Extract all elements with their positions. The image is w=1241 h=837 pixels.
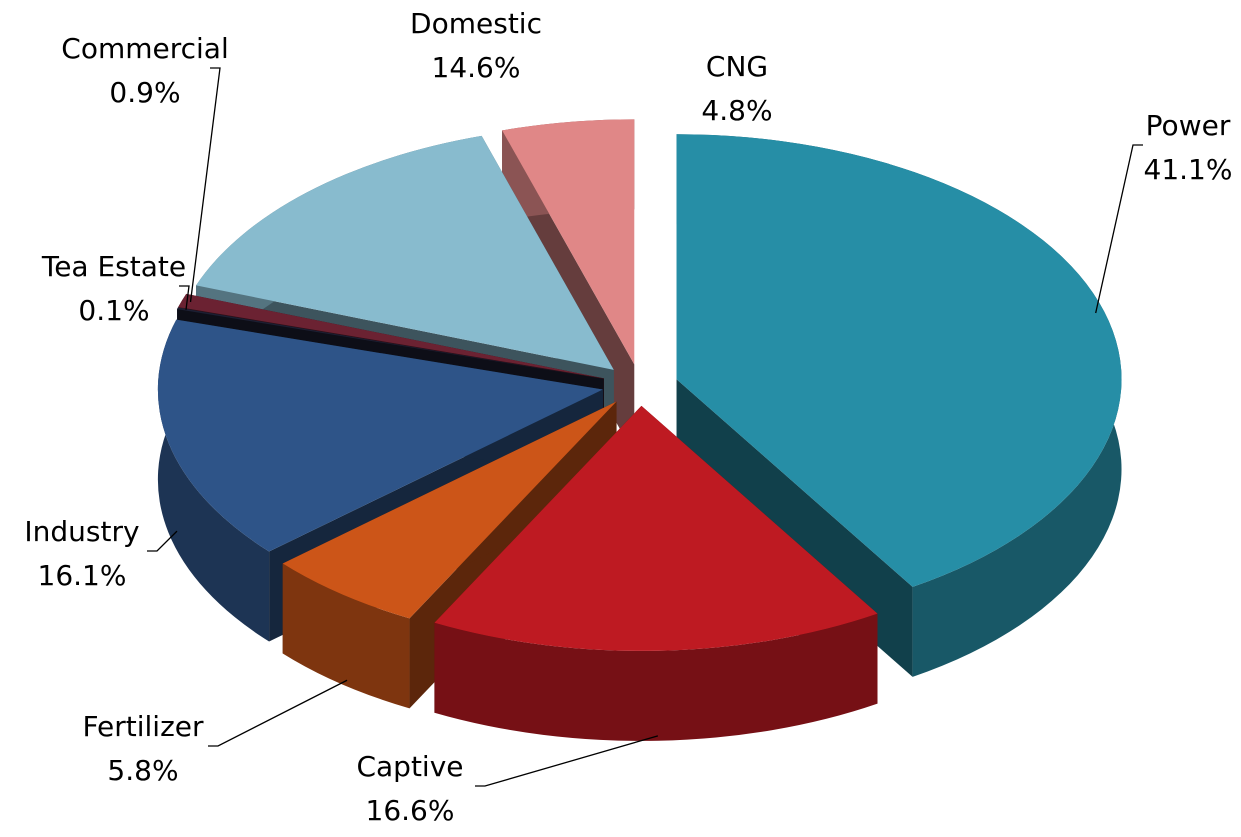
- slice-label: Captive: [356, 750, 463, 783]
- slice-label: CNG: [706, 50, 768, 83]
- slice-top: [178, 293, 604, 379]
- leader-line: [179, 285, 190, 310]
- leader-line: [475, 735, 659, 787]
- slice-value-label: 41.1%: [1144, 153, 1233, 186]
- slice-top: [434, 405, 878, 651]
- slice-value-label: 0.1%: [78, 294, 149, 327]
- leader-line: [208, 679, 348, 747]
- slice-wall: [157, 319, 270, 642]
- slice-label: Power: [1146, 109, 1231, 142]
- slice: [434, 405, 878, 741]
- slice-value-label: 4.8%: [701, 94, 772, 127]
- slice-label: Commercial: [61, 32, 228, 65]
- leader-line: [189, 67, 221, 303]
- slice-top: [502, 119, 635, 365]
- slice-value-label: 0.9%: [109, 76, 180, 109]
- slice-value-label: 16.6%: [366, 794, 455, 827]
- slice-top: [157, 319, 603, 552]
- slice-label: Tea Estate: [41, 250, 186, 283]
- leader-line: [1095, 144, 1143, 314]
- slice-top: [177, 307, 604, 379]
- slice-top: [282, 401, 617, 619]
- slice-top: [676, 134, 1122, 587]
- slice-value-label: 14.6%: [432, 51, 521, 84]
- slice-label: Domestic: [410, 7, 542, 40]
- leader-line: [147, 530, 178, 552]
- slice-label: Industry: [24, 515, 139, 548]
- slice-label: Fertilizer: [82, 710, 204, 743]
- slice-value-label: 5.8%: [107, 754, 178, 787]
- slice-value-label: 16.1%: [38, 559, 127, 592]
- slice-top: [196, 135, 614, 370]
- slice-wall: [434, 613, 878, 741]
- slice-wall: [282, 563, 410, 709]
